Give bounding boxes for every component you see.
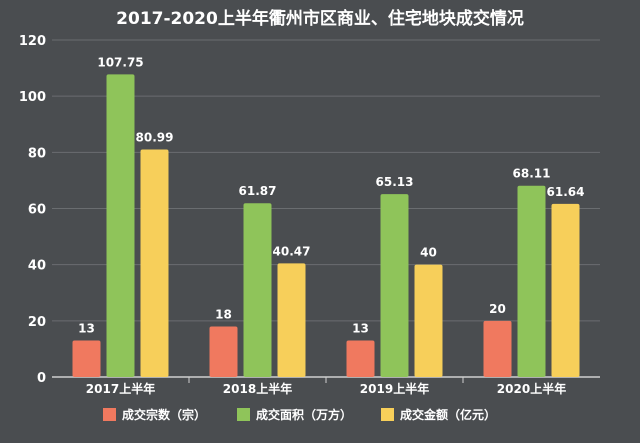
bar (483, 320, 512, 377)
data-label: 20 (489, 302, 506, 316)
bar (209, 326, 238, 377)
y-tick-label: 20 (28, 315, 46, 330)
legend: 成交宗数（宗） 成交面积（万方） 成交金额（亿元） (103, 407, 496, 422)
y-tick-label: 80 (28, 146, 46, 161)
legend-swatch (237, 408, 250, 421)
x-tick-label: 2018上半年 (223, 381, 292, 396)
y-tick-label: 0 (37, 371, 46, 386)
data-label: 80.99 (136, 131, 174, 145)
chart-title: 2017-2020上半年衢州市区商业、住宅地块成交情况 (116, 8, 524, 29)
data-label: 61.87 (239, 184, 277, 198)
data-label: 40 (420, 246, 437, 260)
legend-label: 成交金额（亿元） (400, 407, 496, 422)
legend-swatch (381, 408, 394, 421)
bar (551, 203, 580, 377)
x-tick-label: 2017上半年 (86, 381, 155, 396)
legend-swatch (103, 408, 116, 421)
data-label: 107.75 (97, 55, 143, 69)
bar (414, 264, 443, 377)
data-label: 61.64 (547, 185, 585, 199)
data-label: 65.13 (376, 175, 414, 189)
y-tick-label: 40 (28, 259, 46, 274)
x-tick-label: 2020上半年 (497, 381, 566, 396)
y-tick-label: 100 (19, 90, 46, 105)
bar (380, 194, 409, 377)
legend-label: 成交宗数（宗） (122, 407, 206, 422)
bar (72, 340, 101, 377)
data-label: 13 (78, 321, 95, 335)
data-label: 68.11 (513, 167, 551, 181)
bar (517, 185, 546, 377)
x-tick-label: 2019上半年 (360, 381, 429, 396)
y-tick-label: 60 (28, 203, 46, 218)
data-label: 40.47 (273, 244, 311, 258)
legend-label: 成交面积（万方） (256, 407, 352, 422)
data-label: 13 (352, 321, 369, 335)
data-labels: 13 107.75 80.99 18 61.87 40.47 13 65.13 40 20 68.1… (78, 55, 584, 335)
bars (72, 74, 580, 377)
bar (277, 263, 306, 377)
bar (346, 340, 375, 377)
data-label: 18 (215, 307, 232, 321)
bar (243, 203, 272, 377)
bar (106, 74, 135, 377)
y-tick-label: 120 (19, 34, 46, 49)
bar (140, 149, 169, 377)
